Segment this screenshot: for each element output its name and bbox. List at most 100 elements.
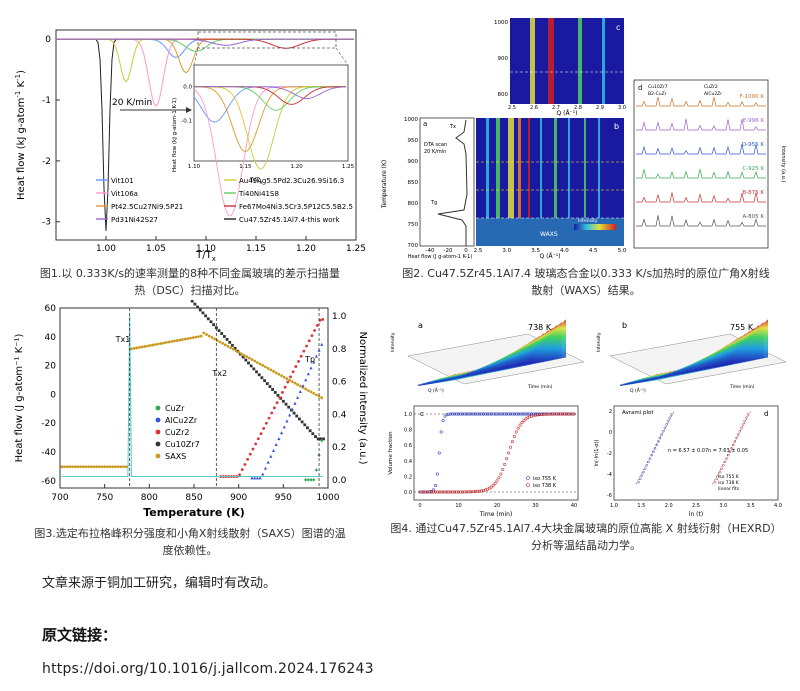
- waxs-peak-streak: [554, 118, 557, 218]
- y2-tick-label: 0.2: [332, 443, 346, 453]
- avrami-title: Avrami plot: [622, 410, 654, 416]
- panel-c-x-tick: 30: [532, 503, 538, 509]
- panel-d-legend-entry: linear fits: [718, 486, 740, 492]
- x-tick-label: 1.20: [296, 244, 316, 254]
- dta-rate-label: 20 K/min: [424, 149, 446, 155]
- legend-label: Pt42.5Cu27Ni9.5P21: [111, 203, 183, 211]
- panel-c-legend-entry: iso 738 K: [533, 483, 557, 489]
- x-tick-label: 1.00: [96, 244, 116, 254]
- panel-c-y-tick: 0.6: [404, 443, 412, 449]
- panel-c-streak: [578, 18, 582, 104]
- pattern-label: F-1000 K: [739, 94, 764, 100]
- original-link-heading: 原文链接：: [42, 624, 117, 645]
- temperature-tick: 950: [408, 138, 419, 144]
- panel-d-letter: d: [638, 84, 642, 92]
- inset-ylabel: Heat flow (kJ g-atom-1 K-1): [172, 98, 178, 172]
- panel-c-y-tick: 1000: [494, 20, 508, 26]
- pattern-label: E-996 K: [743, 118, 765, 124]
- panel-c-x-tick: 40: [571, 503, 577, 509]
- hexrd-figure: a 738 K Intensity Time (min) Q (Å⁻¹) b 7…: [378, 306, 790, 518]
- intensity-colorbar: [574, 224, 616, 230]
- temperature-tick: 850: [408, 180, 419, 186]
- inset-y-tick: -0.1: [181, 118, 192, 124]
- panel-b-qlabel: Q (Å⁻¹): [630, 387, 646, 394]
- y-tick-label: -20: [41, 419, 56, 429]
- y-axis-label: Heat flow (kJ g-atom-1 K-1): [14, 70, 27, 200]
- x-tick-label: 900: [230, 493, 247, 503]
- panel-d-x-tick: 1.0: [610, 503, 618, 509]
- panel-c-y-tick: 1.0: [404, 412, 412, 418]
- temperature-tick: 800: [408, 201, 419, 207]
- y-tick-label: 40: [45, 333, 57, 343]
- panel-c-y-tick: 0.0: [404, 490, 412, 496]
- y-tick-label: -3: [42, 218, 51, 228]
- temperature-tick: 900: [408, 159, 419, 165]
- y2-tick-label: 0.8: [332, 345, 347, 355]
- saxs-chart: 6040200-20-40-60 1.00.80.60.40.20.0 700 7…: [8, 300, 368, 522]
- legend-marker: [156, 454, 161, 459]
- inset-x-tick: 1.25: [342, 164, 355, 170]
- x-tick-label: 1000: [317, 493, 340, 503]
- rate-label: 20 K/min: [112, 98, 152, 108]
- panel-a-xlabel: Heat flow (J g-atom-1 K-1): [408, 254, 473, 260]
- panel-b: b WAXS Intensity 2.5 3.0 3.5 4.0 4.5 5.0 Q (Å…: [474, 118, 627, 260]
- legend-label: Ti40Ni41S8: [238, 190, 279, 198]
- panel-c-ylabel: Volume fraction: [388, 431, 394, 475]
- panel-c-map: [510, 18, 624, 104]
- panel-a: a DTA scan 20 K/min Tx Tg 1000 950 900 850 8…: [381, 117, 474, 260]
- panel-a-surface: a 738 K Intensity Time (min) Q (Å⁻¹): [390, 319, 584, 394]
- panel-b-x-tick: 4.5: [589, 248, 598, 254]
- waxs-peak-streak: [584, 118, 586, 218]
- y-tick-label: 20: [45, 362, 57, 372]
- temperature-tick: 750: [408, 222, 419, 228]
- panel-b-x-tick: 2.5: [474, 248, 483, 254]
- x-tick-label: 800: [141, 493, 158, 503]
- transition-label: Tx2: [211, 369, 227, 378]
- panel-b-zlabel: Intensity: [596, 332, 602, 352]
- x-axis-label: Temperature (K): [143, 506, 245, 519]
- transition-label: Tp: [304, 355, 315, 364]
- figure-4-hexrd: a 738 K Intensity Time (min) Q (Å⁻¹) b 7…: [378, 306, 790, 518]
- pattern-label: D-955 K: [742, 142, 764, 148]
- panel-a-letter: a: [423, 120, 427, 128]
- y2-tick-label: 1.0: [332, 312, 347, 322]
- figure-1-dsc: 0 -1 -2 -3 1.00 1.05 1.10 1.15 1.20 1.25 0.0 -0.1…: [8, 10, 368, 262]
- legend-label: Cu10Zr7: [165, 440, 200, 449]
- waxs-peak-streak: [540, 118, 542, 218]
- legend-label: Pd31Ni42S27: [111, 216, 158, 224]
- temperature-tick: 1000: [404, 117, 418, 123]
- panel-c-letter: c: [616, 23, 620, 32]
- x-tick-label: 950: [275, 493, 292, 503]
- legend-label: Cu47.5Zr45.1Al7.4-this work: [239, 216, 340, 224]
- panel-d-y-tick: 0: [609, 430, 612, 436]
- figure-3-caption: 图3.选定布拉格峰积分强度和小角X射线散射（SAXS）图谱的温 度依赖性。: [20, 525, 360, 559]
- x-tick-label: 750: [96, 493, 113, 503]
- y-tick-label: -60: [41, 477, 56, 487]
- panel-c-x-tick: 10: [455, 503, 461, 509]
- panel-c-x-tick: 3.0: [618, 105, 626, 111]
- panel-d-x-tick: 2.0: [665, 503, 673, 509]
- y2-axis-label: Normalized intensity (a.u.): [357, 331, 368, 464]
- panel-c-y-tick: 0.8: [404, 428, 412, 434]
- panel-a-temp: 738 K: [528, 323, 552, 332]
- y-tick-label: -2: [42, 157, 51, 167]
- tx-label: Tx: [449, 124, 456, 130]
- panel-d-legend-entry: CuZr2: [704, 84, 718, 90]
- temperature-label: Temperature (K): [381, 160, 388, 210]
- y2-tick-label: 0.6: [332, 378, 347, 388]
- panel-b-x-tick: 4.0: [560, 248, 569, 254]
- legend-marker: [156, 418, 161, 423]
- panel-b-x-tick: 5.0: [618, 248, 627, 254]
- panel-d-y-tick: -2: [607, 451, 612, 457]
- dta-scan-label: DTA scan: [424, 142, 447, 148]
- legend-label: Au49Ag5.5Pd2.3Cu26.9Si16.3: [239, 177, 344, 185]
- legend-marker: [156, 430, 161, 435]
- y2-tick-label: 0.4: [332, 410, 347, 420]
- doi-link[interactable]: https://doi.org/10.1016/j.jallcom.2024.1…: [42, 661, 374, 677]
- inset-x-tick: 1.20: [291, 164, 304, 170]
- y-tick-label: 60: [45, 304, 57, 314]
- panel-d-x-tick: 4.0: [774, 503, 782, 509]
- waxs-peak-streak: [518, 118, 521, 218]
- tg-label: Tg: [430, 200, 437, 206]
- waxs-peak-streak: [496, 118, 500, 218]
